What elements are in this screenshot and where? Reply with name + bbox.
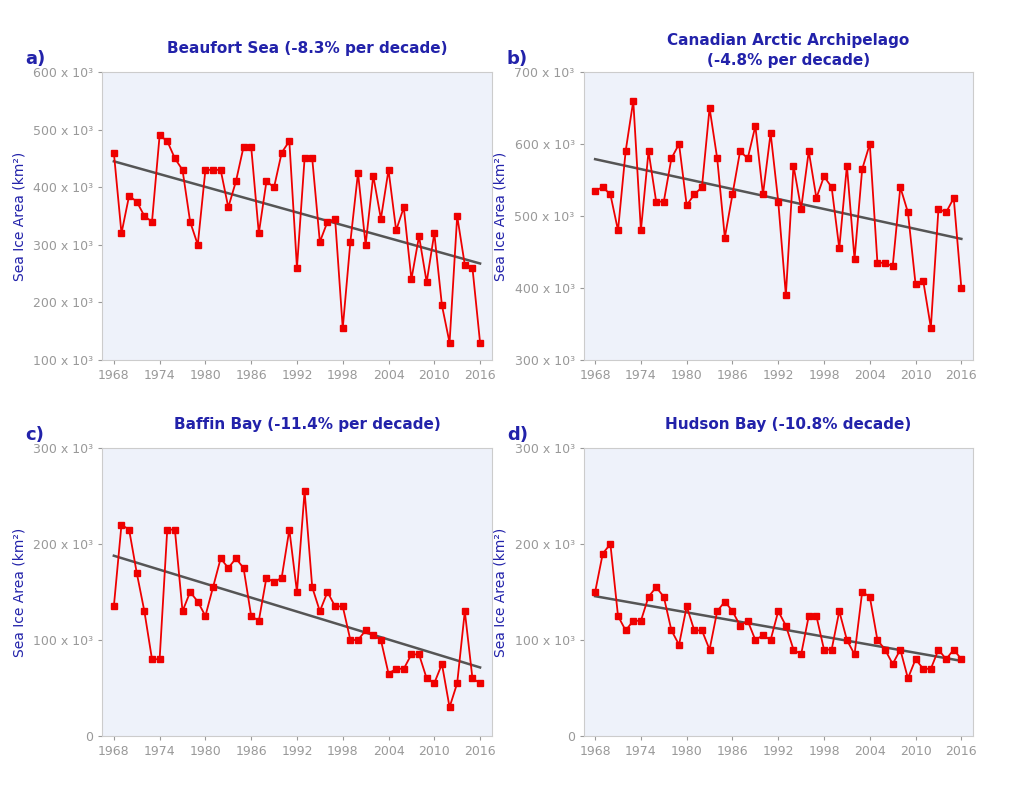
- Text: Canadian Arctic Archipelago
(-4.8% per decade): Canadian Arctic Archipelago (-4.8% per d…: [668, 34, 909, 68]
- Y-axis label: Sea Ice Area (km²): Sea Ice Area (km²): [12, 527, 27, 657]
- Text: Beaufort Sea (-8.3% per decade): Beaufort Sea (-8.3% per decade): [167, 41, 447, 56]
- Y-axis label: Sea Ice Area (km²): Sea Ice Area (km²): [494, 527, 508, 657]
- Text: Hudson Bay (-10.8% decade): Hudson Bay (-10.8% decade): [666, 417, 911, 432]
- Text: d): d): [507, 426, 528, 444]
- Text: c): c): [26, 426, 44, 444]
- Text: a): a): [26, 50, 46, 68]
- Text: b): b): [507, 50, 528, 68]
- Text: Baffin Bay (-11.4% per decade): Baffin Bay (-11.4% per decade): [174, 417, 440, 432]
- Y-axis label: Sea Ice Area (km²): Sea Ice Area (km²): [494, 151, 508, 281]
- Y-axis label: Sea Ice Area (km²): Sea Ice Area (km²): [12, 151, 27, 281]
